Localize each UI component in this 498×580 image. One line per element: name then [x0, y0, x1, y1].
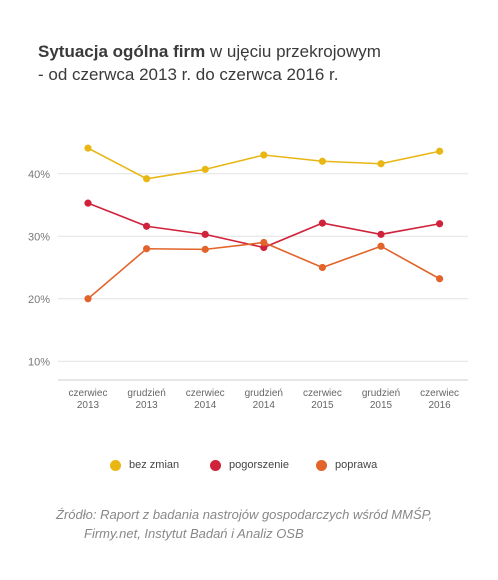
- legend-item: pogorszenie: [210, 459, 289, 471]
- data-point: [143, 175, 151, 183]
- data-point: [436, 147, 444, 155]
- x-tick-label: grudzień 2013: [127, 388, 165, 411]
- title-rest: w ujęciu przekrojowym: [205, 42, 381, 61]
- line-chart: 10% 20% 30% 40% czerwiec 2013 grudzień 2013 czer…: [28, 144, 468, 411]
- data-point: [143, 245, 151, 253]
- source-line1: Źródło: Raport z badania nastrojów gospo…: [56, 507, 433, 522]
- data-point: [143, 222, 151, 230]
- y-tick-label: 10%: [28, 356, 50, 368]
- y-tick-label: 30%: [28, 231, 50, 243]
- y-tick-label: 40%: [28, 169, 50, 181]
- data-point: [377, 160, 385, 168]
- legend-marker: [316, 459, 327, 471]
- x-tick-label: czerwiec 2013: [69, 388, 108, 411]
- data-point: [84, 144, 92, 152]
- data-point: [201, 245, 209, 253]
- data-point: [436, 220, 444, 228]
- data-point: [84, 199, 92, 207]
- x-tick-label: czerwiec 2016: [420, 388, 459, 411]
- data-point: [201, 165, 209, 173]
- data-point: [377, 242, 385, 250]
- legend-item: bez zmian: [110, 459, 179, 471]
- data-point: [318, 219, 326, 227]
- x-tick-label: czerwiec 2015: [303, 388, 342, 411]
- chart-title: Sytuacja ogólna firm w ujęciu przekrojow…: [38, 40, 478, 86]
- data-point: [84, 295, 92, 303]
- title-line2: - od czerwca 2013 r. do czerwca 2016 r.: [38, 65, 339, 84]
- data-point: [260, 238, 268, 247]
- legend-marker: [210, 459, 221, 471]
- data-point: [377, 230, 385, 238]
- data-point: [260, 243, 268, 252]
- data-point: [318, 157, 326, 165]
- data-point: [201, 230, 209, 238]
- y-tick-label: 20%: [28, 294, 50, 306]
- data-point: [436, 275, 444, 283]
- chart-legend: bez zmian pogorszenie poprawa: [0, 459, 498, 479]
- source-note: Źródło: Raport z badania nastrojów gospo…: [56, 505, 476, 543]
- x-tick-label: grudzień 2015: [362, 388, 400, 411]
- legend-marker: [110, 459, 121, 471]
- title-bold: Sytuacja ogólna firm: [38, 42, 206, 61]
- data-point: [260, 151, 268, 159]
- x-tick-label: czerwiec 2014: [186, 388, 225, 411]
- data-point: [318, 263, 326, 272]
- x-tick-label: grudzień 2014: [245, 388, 283, 411]
- legend-label: bez zmian: [129, 459, 180, 471]
- legend-label: poprawa: [335, 459, 378, 471]
- source-line2: Firmy.net, Instytut Badań i Analiz OSB: [84, 526, 304, 541]
- legend-item: poprawa: [316, 459, 377, 471]
- legend-label: pogorszenie: [229, 459, 289, 471]
